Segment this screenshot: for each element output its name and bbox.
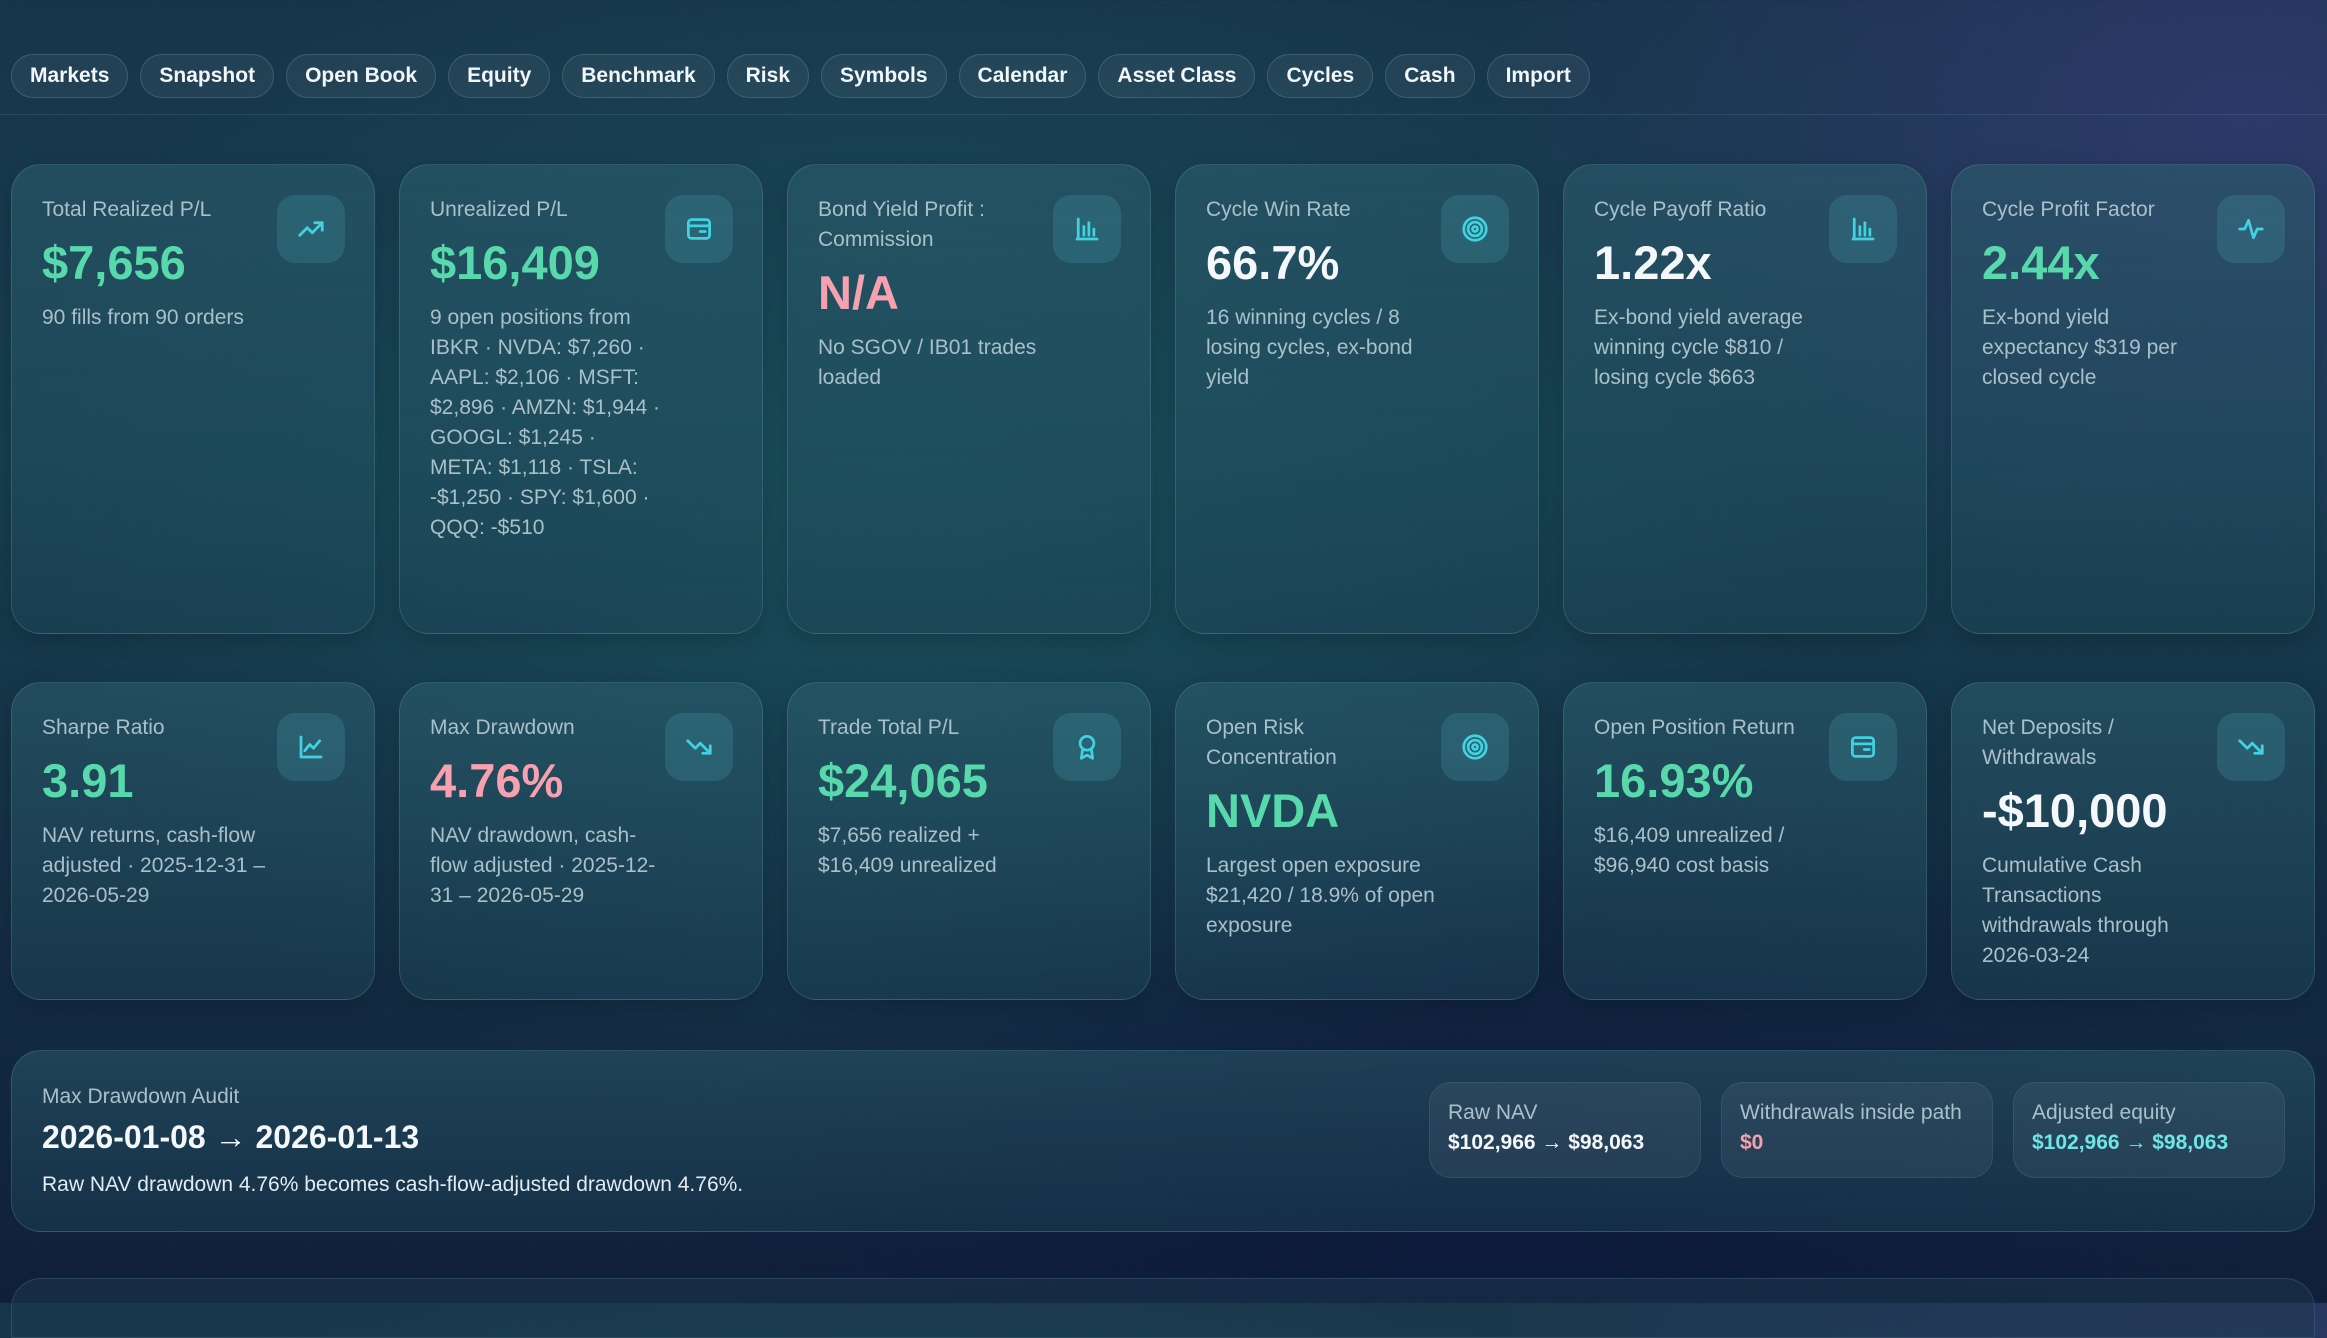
card-description: 9 open positions from IBKR · NVDA: $7,26… (430, 306, 660, 539)
card-trade-total-pl: Trade Total P/L $24,065 $7,656 realized … (787, 682, 1151, 1000)
nav-tab-cash[interactable]: Cash (1385, 54, 1475, 98)
card-value: N/A (818, 266, 899, 319)
card-value: 4.76% (430, 754, 564, 807)
card-label: Open Position Return (1594, 716, 1795, 739)
card-description: NAV returns, cash-flow adjusted · 2025-1… (42, 824, 265, 907)
card-value: $16,409 (430, 236, 600, 289)
raw-nav-label: Raw NAV (1448, 1101, 1538, 1124)
card-unrealized-pl: Unrealized P/L $16,409 9 open positions … (399, 164, 763, 634)
card-max-drawdown: Max Drawdown 4.76% NAV drawdown, cash-fl… (399, 682, 763, 1000)
next-panel-edge (11, 1278, 2315, 1338)
raw-nav-box: Raw NAV $102,966 → $98,063 (1429, 1082, 1701, 1178)
card-net-deposits-withdrawals: Net Deposits / Withdrawals -$10,000 Cumu… (1951, 682, 2315, 1000)
card-value: -$10,000 (1982, 784, 2168, 837)
nav-tab-markets[interactable]: Markets (11, 54, 129, 98)
trending-up-icon (277, 195, 345, 263)
card-description: $7,656 realized + $16,409 unrealized (818, 824, 997, 877)
top-nav: Markets Snapshot Open Book Equity Benchm… (0, 0, 2327, 115)
card-label: Bond Yield Profit : Commission (818, 198, 985, 251)
card-value: 66.7% (1206, 236, 1340, 289)
card-label: Cycle Payoff Ratio (1594, 198, 1767, 221)
nav-tab-open-book[interactable]: Open Book (286, 54, 437, 98)
card-cycle-profit-factor: Cycle Profit Factor 2.44x Ex-bond yield … (1951, 164, 2315, 634)
card-value: $7,656 (42, 236, 186, 289)
wallet-icon (1829, 713, 1897, 781)
card-description: $16,409 unrealized / $96,940 cost basis (1594, 824, 1785, 877)
card-open-risk-concentration: Open Risk Concentration NVDA Largest ope… (1175, 682, 1539, 1000)
card-value: 2.44x (1982, 236, 2100, 289)
max-drawdown-audit-panel: Max Drawdown Audit 2026-01-08 → 2026-01-… (11, 1050, 2315, 1232)
card-description: Ex-bond yield average winning cycle $810… (1594, 306, 1803, 389)
bar-chart-icon (1829, 195, 1897, 263)
card-description: NAV drawdown, cash-flow adjusted · 2025-… (430, 824, 656, 907)
card-total-realized-pl: Total Realized P/L $7,656 90 fills from … (11, 164, 375, 634)
wallet-icon (665, 195, 733, 263)
nav-tab-risk[interactable]: Risk (726, 54, 809, 98)
card-value: NVDA (1206, 784, 1340, 837)
card-open-position-return: Open Position Return 16.93% $16,409 unre… (1563, 682, 1927, 1000)
card-description: Cumulative Cash Transactions withdrawals… (1982, 854, 2169, 967)
line-chart-icon (277, 713, 345, 781)
card-value: 16.93% (1594, 754, 1754, 807)
adjusted-equity-label: Adjusted equity (2032, 1101, 2176, 1124)
adjusted-equity-value: $102,966 → $98,063 (2032, 1131, 2229, 1154)
card-label: Sharpe Ratio (42, 716, 165, 739)
card-label: Open Risk Concentration (1206, 716, 1337, 769)
withdrawals-label: Withdrawals inside path (1740, 1101, 1962, 1124)
trending-down-icon (665, 713, 733, 781)
audit-note: Raw NAV drawdown 4.76% becomes cash-flow… (42, 1173, 744, 1196)
target-icon (1441, 713, 1509, 781)
nav-tab-benchmark[interactable]: Benchmark (562, 54, 715, 98)
nav-tab-calendar[interactable]: Calendar (958, 54, 1087, 98)
card-label: Trade Total P/L (818, 716, 960, 739)
trending-down-icon (2217, 713, 2285, 781)
audit-date-range: 2026-01-08 → 2026-01-13 (42, 1119, 420, 1155)
card-bond-yield-profit: Bond Yield Profit : Commission N/A No SG… (787, 164, 1151, 634)
nav-tab-snapshot[interactable]: Snapshot (140, 54, 275, 98)
card-description: No SGOV / IB01 trades loaded (818, 336, 1037, 389)
card-description: 90 fills from 90 orders (42, 306, 244, 329)
adjusted-equity-box: Adjusted equity $102,966 → $98,063 (2013, 1082, 2285, 1178)
card-label: Unrealized P/L (430, 198, 568, 221)
nav-tab-import[interactable]: Import (1486, 54, 1590, 98)
activity-icon (2217, 195, 2285, 263)
card-sharpe-ratio: Sharpe Ratio 3.91 NAV returns, cash-flow… (11, 682, 375, 1000)
nav-pill-list: Markets Snapshot Open Book Equity Benchm… (11, 54, 1590, 98)
card-label: Cycle Win Rate (1206, 198, 1351, 221)
card-cycle-win-rate: Cycle Win Rate 66.7% 16 winning cycles /… (1175, 164, 1539, 634)
bar-chart-icon (1053, 195, 1121, 263)
withdrawals-value: $0 (1740, 1131, 1764, 1154)
card-value: 3.91 (42, 754, 134, 807)
target-icon (1441, 195, 1509, 263)
nav-tab-asset-class[interactable]: Asset Class (1098, 54, 1256, 98)
audit-label: Max Drawdown Audit (42, 1085, 240, 1108)
card-label: Total Realized P/L (42, 198, 212, 221)
nav-tab-symbols[interactable]: Symbols (821, 54, 947, 98)
card-description: Ex-bond yield expectancy $319 per closed… (1982, 306, 2177, 389)
card-description: Largest open exposure $21,420 / 18.9% of… (1206, 854, 1435, 937)
card-label: Cycle Profit Factor (1982, 198, 2155, 221)
card-cycle-payoff-ratio: Cycle Payoff Ratio 1.22x Ex-bond yield a… (1563, 164, 1927, 634)
card-label: Max Drawdown (430, 716, 575, 739)
card-value: 1.22x (1594, 236, 1712, 289)
card-value: $24,065 (818, 754, 988, 807)
card-label: Net Deposits / Withdrawals (1982, 716, 2114, 769)
nav-tab-cycles[interactable]: Cycles (1267, 54, 1374, 98)
card-description: 16 winning cycles / 8 losing cycles, ex-… (1206, 306, 1413, 389)
award-icon (1053, 713, 1121, 781)
withdrawals-box: Withdrawals inside path $0 (1721, 1082, 1993, 1178)
nav-tab-equity[interactable]: Equity (448, 54, 551, 98)
raw-nav-value: $102,966 → $98,063 (1448, 1131, 1645, 1154)
